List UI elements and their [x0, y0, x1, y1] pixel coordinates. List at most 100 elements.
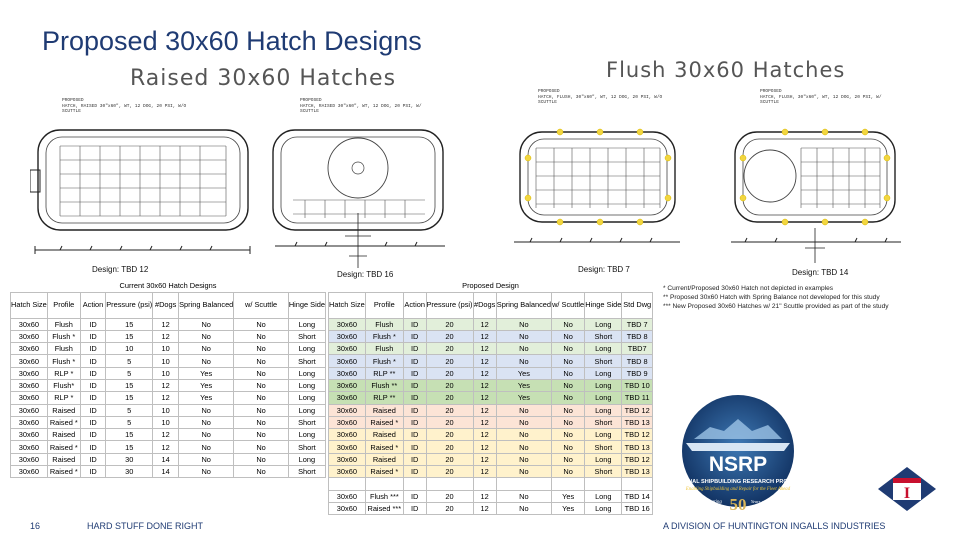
table-cell: No: [233, 329, 289, 344]
table-cell: Flush *: [46, 354, 81, 368]
column-header: Action: [402, 291, 427, 319]
table-cell: 30x60: [328, 465, 366, 479]
table-cell: 5: [105, 403, 154, 417]
nsrp-logo-line1: NATIONAL SHIPBUILDING RESEARCH PROGRAM: [671, 479, 805, 485]
table-cell: No: [495, 354, 553, 368]
table-row: 30x60 Raised ID 15 12 No No Long: [10, 428, 327, 442]
table-cell: 12: [472, 489, 497, 503]
table-cell: No: [551, 378, 586, 393]
table-cell: Long: [287, 317, 327, 331]
nsrp-logo-years: 50: [730, 495, 747, 514]
table-cell: No: [495, 415, 553, 430]
table-cell: No: [178, 317, 235, 331]
table-cell: No: [551, 342, 586, 356]
table-cell: 12: [472, 501, 497, 516]
table-row: 30x60 Raised ID 20 12 No No Long TBD 12: [328, 452, 653, 467]
table-cell: No: [178, 440, 235, 454]
table-cell: TBD 12: [621, 428, 653, 442]
table-cell: Long: [287, 452, 327, 467]
table-cell: Raised *: [46, 440, 81, 454]
table-row: 30x60 RLP ** ID 20 12 Yes No Long TBD 11: [328, 391, 653, 405]
table-row: 30x60 Flush ** ID 20 12 Yes No Long TBD 10: [328, 378, 653, 393]
table-cell: ID: [402, 489, 427, 503]
table-cell: 20: [425, 403, 474, 417]
svg-text:I: I: [904, 485, 910, 502]
table-cell: 30x60: [10, 378, 48, 393]
table-cell: Raised *: [364, 415, 404, 430]
table-cell: 12: [152, 329, 180, 344]
table-cell: ID: [79, 378, 107, 393]
table-cell: 30x60: [328, 452, 366, 467]
table-cell: 12: [472, 378, 497, 393]
table-cell: 10: [105, 342, 154, 356]
table-cell: No: [233, 440, 289, 454]
table-cell: Flush: [46, 342, 81, 356]
table-cell: 20: [425, 391, 474, 405]
table-row: 30x60 Raised * ID 20 12 No No Short TBD 13: [328, 440, 653, 454]
column-header: Pressure (psi): [105, 291, 154, 319]
table-cell: 20: [425, 366, 474, 380]
table-cell: 30x60: [10, 403, 48, 417]
table-row: 30x60 Raised ID 20 12 No No Long TBD 12: [328, 403, 653, 417]
table-cell: 12: [472, 465, 497, 479]
table-cell: No: [233, 391, 289, 405]
table-cell: ID: [402, 452, 427, 467]
table-row: 30x60 Flush * ID 20 12 No No Short TBD 8: [328, 354, 653, 368]
table-cell: 30x60: [328, 440, 366, 454]
table-cell: 10: [152, 403, 180, 417]
table-cell: TBD7: [621, 342, 653, 356]
table-cell: ID: [79, 391, 107, 405]
table-cell: 30x60: [10, 317, 48, 331]
table-cell: 30x60: [328, 329, 366, 344]
footnotes: * Current/Proposed 30x60 Hatch not depic…: [663, 285, 943, 311]
table-row: 30x60 Flush * ID 5 10 No No Short: [10, 354, 327, 368]
table-cell: Raised: [46, 428, 81, 442]
table-cell: Raised: [364, 428, 404, 442]
table-cell: ID: [79, 342, 107, 356]
design-label-3: Design: TBD 7: [578, 265, 630, 274]
table-cell: No: [551, 403, 586, 417]
table-cell: 30x60: [328, 428, 366, 442]
table-cell: [584, 477, 623, 491]
table-cell: No: [495, 342, 553, 356]
table-cell: Yes: [551, 501, 586, 516]
table-cell: Flush *: [46, 329, 81, 344]
table-cell: [425, 477, 474, 491]
table-cell: 12: [472, 366, 497, 380]
table-cell: Flush: [364, 342, 404, 356]
table-cell: No: [495, 452, 553, 467]
table-cell: 30x60: [10, 465, 48, 479]
table-cell: Long: [287, 403, 327, 417]
footer-division: A DIVISION OF HUNTINGTON INGALLS INDUSTR…: [663, 521, 886, 531]
table-cell: ID: [79, 354, 107, 368]
table-cell: No: [551, 452, 586, 467]
table-cell: TBD 8: [621, 354, 653, 368]
table-cell: ID: [402, 428, 427, 442]
table-cell: ID: [79, 465, 107, 479]
table-cell: ID: [402, 391, 427, 405]
table-cell: Long: [584, 378, 623, 393]
table-cell: 12: [472, 391, 497, 405]
nsrp-logo-line2: Enabling Shipbuilding and Repair for the…: [685, 487, 791, 492]
footnote-1: * Current/Proposed 30x60 Hatch not depic…: [663, 285, 834, 292]
table-cell: [472, 477, 497, 491]
table-cell: No: [233, 354, 289, 368]
table-cell: Raised: [364, 452, 404, 467]
nsrp-logo-text: NSRP: [709, 453, 767, 476]
column-header: w/ Scuttle: [551, 291, 586, 319]
table-cell: 30x60: [328, 415, 366, 430]
table-cell: TBD 13: [621, 440, 653, 454]
table-cell: 15: [105, 440, 154, 454]
column-header: Hatch Size: [328, 291, 366, 319]
table-cell: No: [178, 403, 235, 417]
footer-tagline: HARD STUFF DONE RIGHT: [87, 521, 203, 531]
nsrp-logo: NSRP NATIONAL SHIPBUILDING RESEARCH PROG…: [671, 395, 805, 514]
table-cell: Short: [584, 329, 623, 344]
table-cell: No: [178, 415, 235, 430]
table-cell: 30x60: [328, 354, 366, 368]
table-row: 30x60 Raised ID 5 10 No No Long: [10, 403, 327, 417]
table-cell: 30x60: [10, 329, 48, 344]
table-cell: 12: [152, 428, 180, 442]
flush-hatch-drawing-2: [731, 128, 901, 263]
table-cell: Long: [584, 428, 623, 442]
